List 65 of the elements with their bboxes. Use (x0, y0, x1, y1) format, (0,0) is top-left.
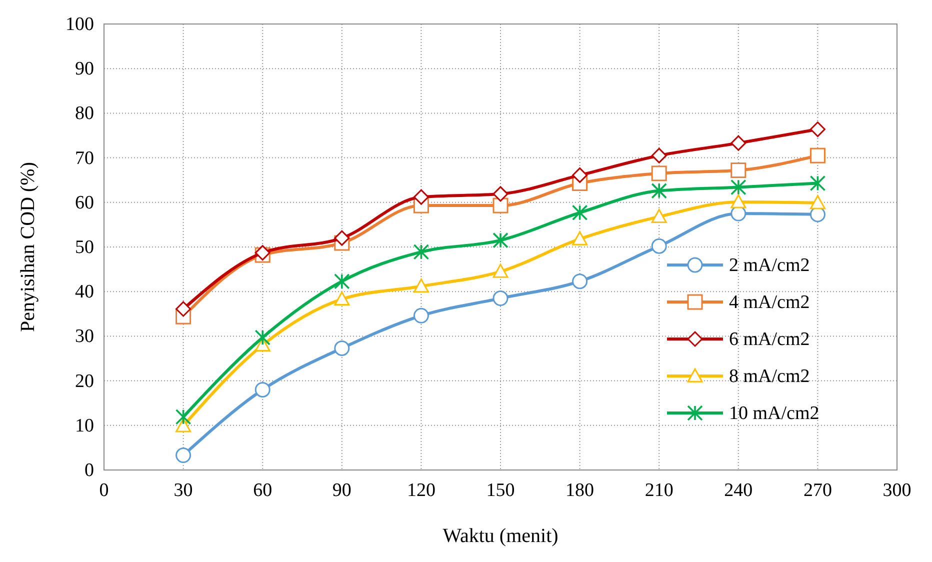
point (730, 135, 746, 151)
legend-label: 8 mA/cm2 (729, 366, 810, 387)
x-tick-label: 0 (99, 480, 109, 501)
point (572, 274, 588, 290)
y-tick-label: 90 (75, 58, 94, 80)
x-tick-label: 90 (332, 480, 352, 501)
y-tick-label: 50 (75, 237, 94, 258)
point (413, 278, 429, 293)
point (651, 182, 667, 199)
point (176, 418, 192, 432)
y-axis-title: Penyisihan COD (%) (17, 162, 39, 332)
point (492, 186, 508, 202)
legend-label: 6 mA/cm2 (729, 329, 810, 350)
point (810, 148, 826, 164)
point (492, 290, 508, 306)
x-tick-label: 180 (566, 480, 594, 501)
point (413, 308, 429, 324)
point (334, 230, 350, 246)
point (334, 273, 350, 290)
legend-label: 10 mA/cm2 (729, 403, 820, 424)
y-tick-label: 80 (75, 103, 94, 124)
point (175, 409, 192, 425)
point (413, 189, 429, 205)
point (651, 208, 667, 224)
point (492, 232, 508, 248)
point (176, 301, 192, 317)
x-tick-label: 210 (644, 480, 674, 501)
point (254, 382, 270, 398)
point (492, 198, 508, 214)
point (572, 167, 588, 183)
y-tick-label: 20 (75, 370, 94, 392)
point (334, 291, 350, 306)
legend-label: 4 mA/cm2 (729, 292, 810, 313)
legend-label: 2 mA/cm2 (729, 255, 810, 276)
x-tick-label: 240 (724, 480, 753, 501)
point (730, 179, 746, 196)
x-tick-label: 120 (406, 480, 436, 501)
point (254, 330, 270, 346)
x-tick-label: 30 (174, 480, 193, 501)
point (810, 175, 826, 192)
point (651, 148, 667, 164)
point (651, 166, 667, 182)
y-tick-label: 100 (66, 14, 94, 35)
point (651, 238, 667, 254)
x-tick-label: 60 (253, 480, 272, 501)
point (492, 264, 508, 278)
point (730, 162, 746, 178)
point (572, 231, 588, 246)
y-tick-label: 60 (75, 192, 94, 214)
x-tick-label: 150 (486, 480, 515, 501)
y-tick-label: 40 (75, 282, 94, 303)
x-tick-label: 270 (803, 480, 832, 501)
point (730, 194, 746, 208)
y-tick-label: 0 (84, 460, 94, 481)
point (810, 122, 826, 138)
point (413, 244, 430, 260)
point (572, 204, 588, 221)
x-axis-title: Waktu (menit) (442, 525, 558, 547)
point (176, 448, 192, 464)
y-tick-label: 70 (75, 148, 94, 169)
point (334, 340, 350, 356)
x-tick-label: 300 (882, 480, 912, 501)
y-tick-label: 30 (75, 326, 94, 348)
y-tick-label: 10 (75, 415, 94, 436)
point (810, 195, 826, 210)
